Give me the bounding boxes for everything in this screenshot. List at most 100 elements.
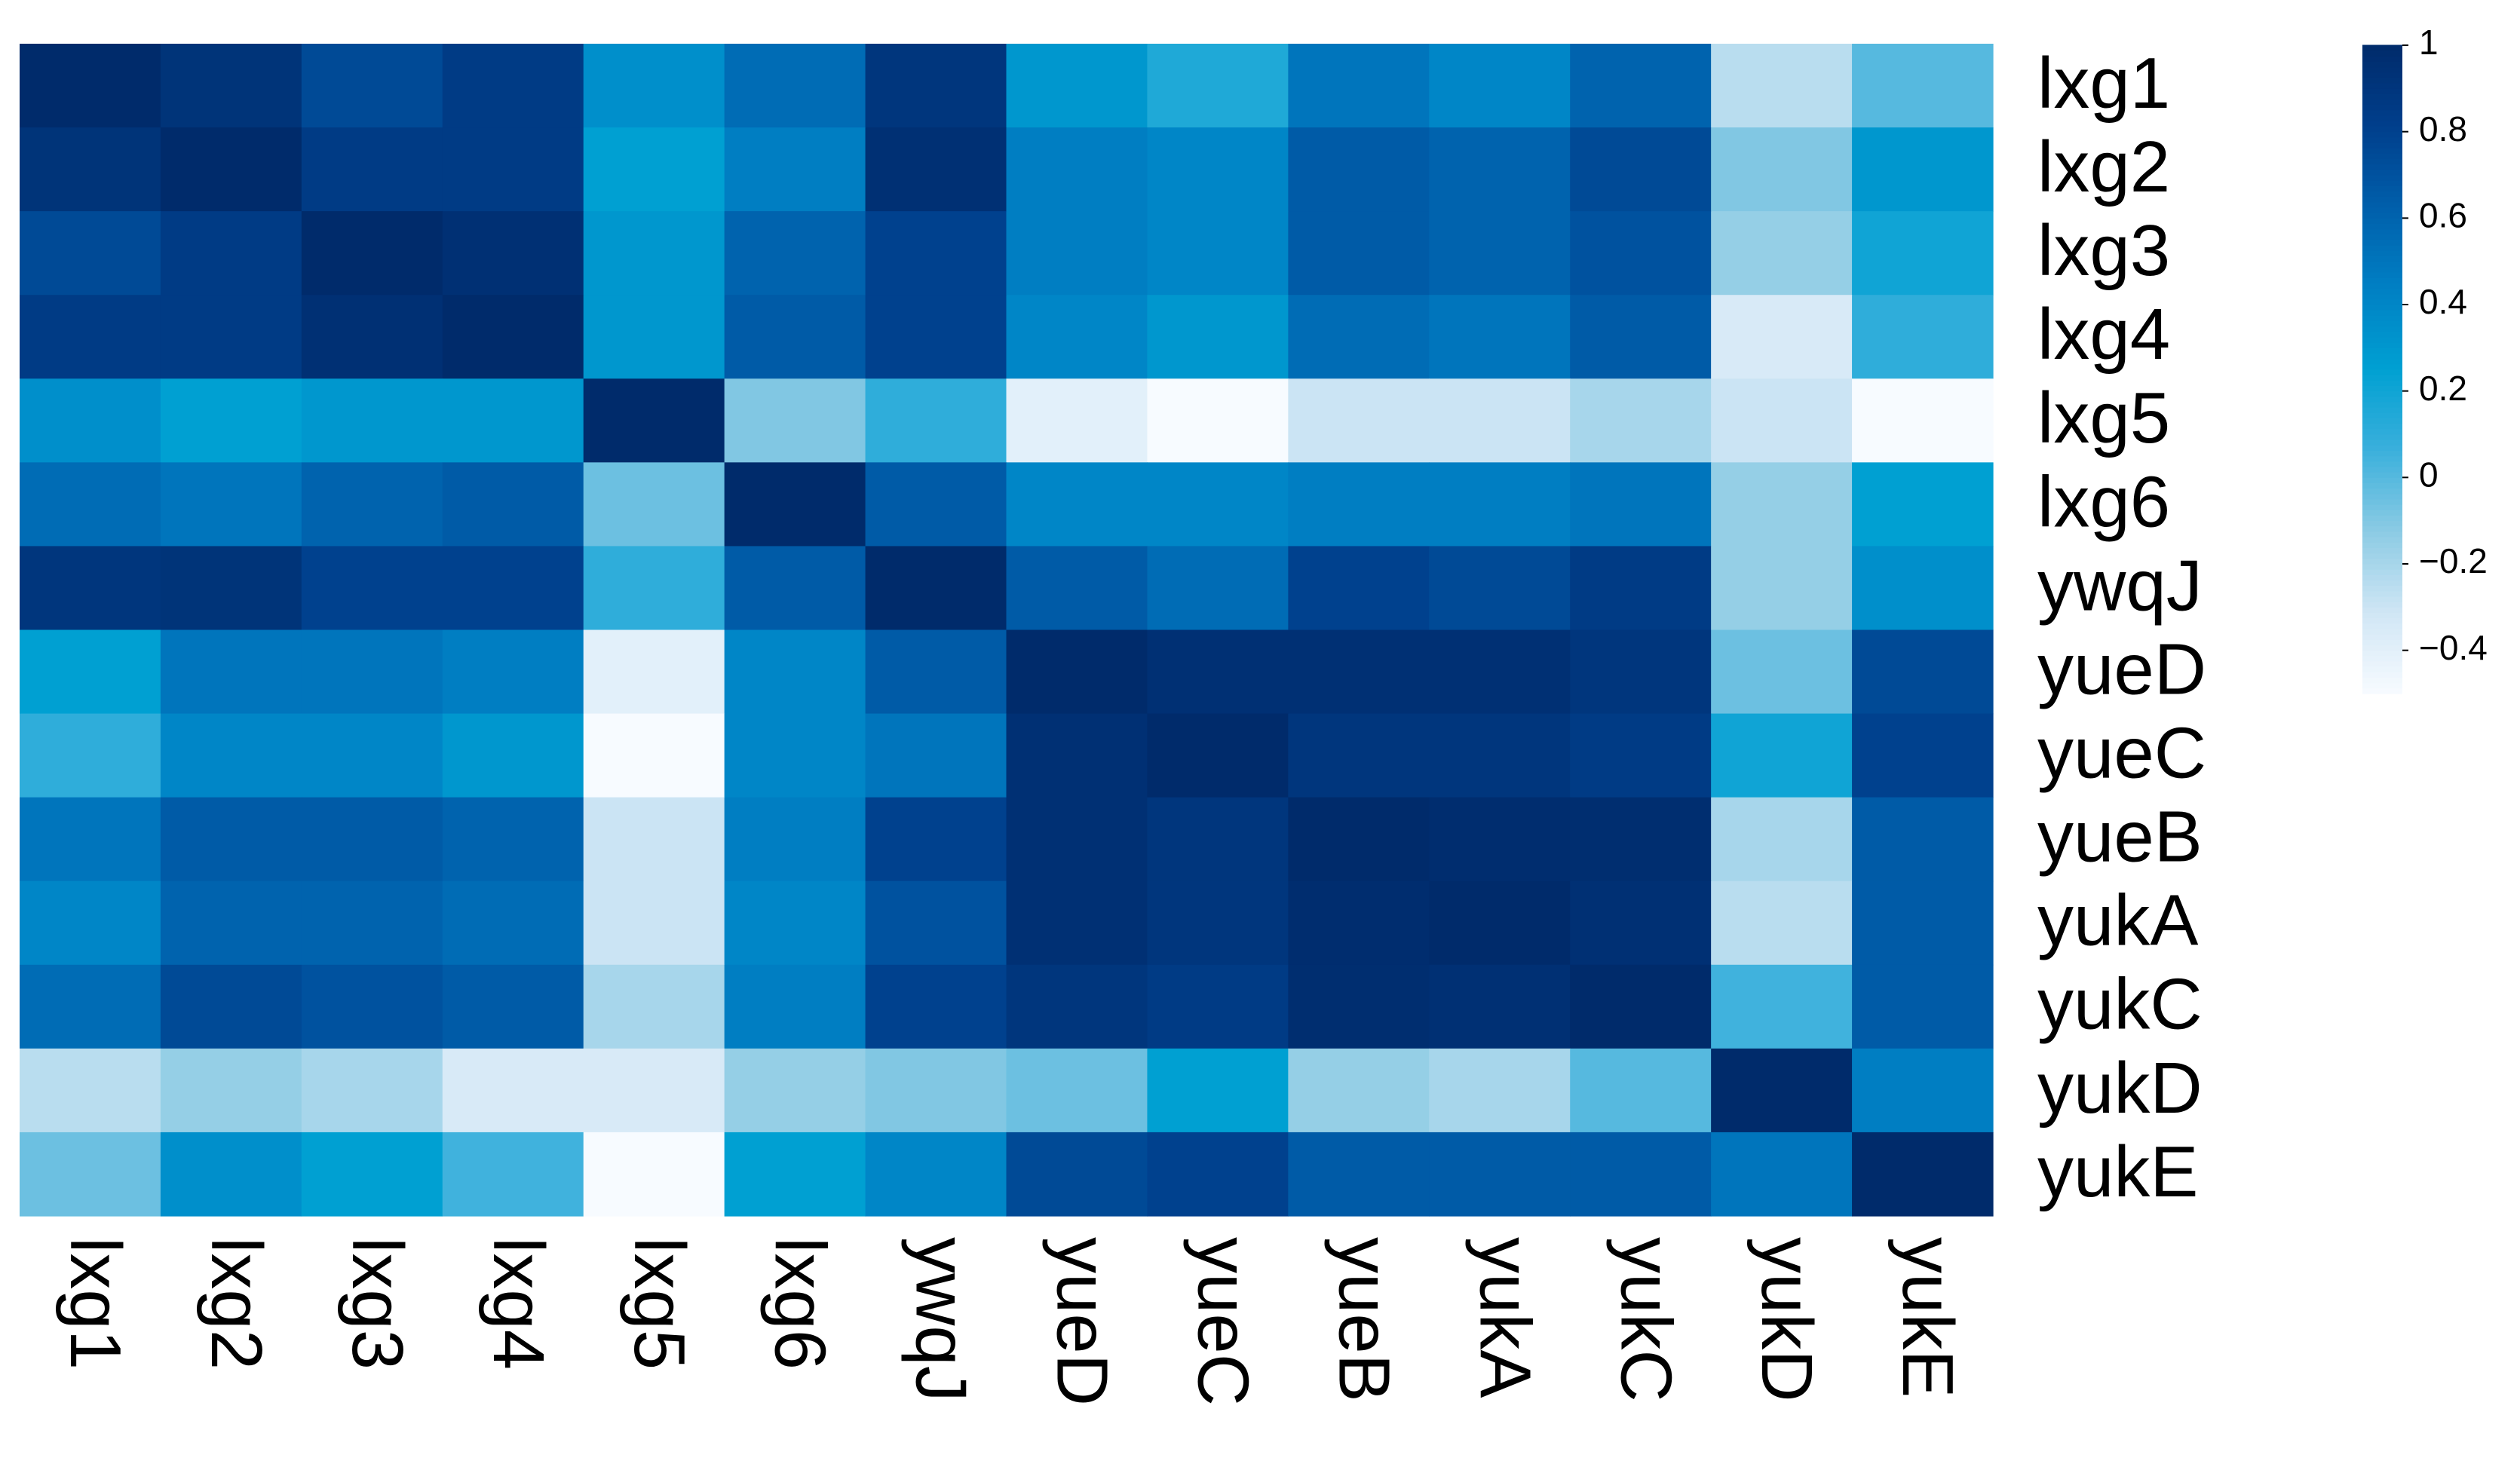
heatmap-cell [1147,713,1289,798]
colorbar-tick-label: 0.2 [2419,369,2467,408]
colorbar-segment [2362,525,2402,532]
colorbar-segment [2362,61,2402,68]
heatmap-cell [1147,964,1289,1049]
colorbar-segment [2362,50,2402,57]
heatmap-cell [1570,127,1712,212]
colorbar-segment [2362,250,2402,256]
heatmap-cell [865,546,1007,631]
heatmap-cell [1288,211,1430,296]
colorbar-segment [2362,504,2402,510]
colorbar-segment [2362,476,2402,483]
heatmap-cell [160,797,302,882]
x-tick-label: ywqJ [901,1237,982,1402]
colorbar-segment [2362,547,2402,554]
colorbar-segment [2362,320,2402,327]
colorbar-segment [2362,99,2402,106]
heatmap-cell [1852,629,1994,715]
colorbar-segment [2362,660,2402,667]
heatmap-cell [160,127,302,212]
heatmap-cell [160,1048,302,1133]
heatmap-cell [1852,546,1994,631]
colorbar-segment [2362,433,2402,440]
colorbar-segment [2362,406,2402,413]
heatmap-cell [1288,1132,1430,1217]
heatmap-cell [865,881,1007,966]
colorbar-segment [2362,152,2402,159]
colorbar-segment [2362,461,2402,467]
heatmap-cell [442,1048,584,1133]
heatmap-cell [1711,1132,1853,1217]
heatmap-cell [1711,211,1853,296]
heatmap-cell [1006,127,1148,212]
heatmap-cell [1429,211,1571,296]
x-tick-label: yukE [1887,1237,1968,1398]
heatmap-cell [1711,378,1853,463]
heatmap-cell [1147,797,1289,882]
heatmap-cell [301,1132,443,1217]
x-tick-label: lxg1 [55,1237,136,1370]
heatmap-cell [1147,127,1289,212]
heatmap-cell [865,295,1007,379]
heatmap-cell [1006,881,1148,966]
heatmap-cell [724,1132,866,1217]
colorbar-segment [2362,185,2402,191]
heatmap-cell [160,211,302,296]
x-tick-label: lxg6 [760,1237,841,1370]
colorbar-tick-label: 1 [2419,23,2439,62]
colorbar-segment [2362,623,2402,629]
heatmap-cell [1852,211,1994,296]
heatmap-cell [1147,881,1289,966]
heatmap-cell [865,629,1007,715]
colorbar-segment [2362,585,2402,592]
colorbar-segment [2362,158,2402,165]
colorbar-segment [2362,239,2402,246]
colorbar-segment [2362,104,2402,111]
colorbar-segment [2362,169,2402,176]
heatmap-cell [583,295,725,379]
heatmap-cell [1711,1048,1853,1133]
heatmap-cell [442,462,584,547]
heatmap-cell [442,797,584,882]
heatmap-cell [724,295,866,379]
heatmap-cell [1147,1048,1289,1133]
heatmap-cell [20,211,161,296]
heatmap-cell [1288,378,1430,463]
colorbar-segment [2362,207,2402,213]
colorbar-segment [2362,309,2402,316]
heatmap-cell [160,964,302,1049]
heatmap-cell [20,964,161,1049]
colorbar-segment [2362,536,2402,543]
colorbar-segment [2362,331,2402,338]
x-tick-label: yueC [1183,1237,1264,1406]
colorbar-segment [2362,228,2402,235]
colorbar-segment [2362,164,2402,170]
y-tick-label: yukE [2037,1132,2198,1212]
colorbar-segment [2362,493,2402,500]
colorbar-segment [2362,650,2402,657]
heatmap-cell [583,44,725,128]
heatmap-cell [865,797,1007,882]
colorbar-segment [2362,390,2402,397]
heatmap-cell [1570,295,1712,379]
heatmap-cell [442,546,584,631]
heatmap-cell [1429,1048,1571,1133]
heatmap-cell [1288,1048,1430,1133]
heatmap-cell [1147,629,1289,715]
colorbar-segment [2362,645,2402,651]
heatmap-cell [1006,964,1148,1049]
heatmap-cell [1429,378,1571,463]
x-tick-label: yukD [1746,1237,1827,1402]
heatmap-cell [1288,797,1430,882]
heatmap-cell [301,629,443,715]
x-tick-label: yukC [1605,1237,1686,1402]
heatmap-cell [442,629,584,715]
colorbar-segment [2362,590,2402,597]
colorbar-segment [2362,336,2402,343]
heatmap-cell [1006,1048,1148,1133]
colorbar-segment [2362,580,2402,586]
y-tick-label: lxg5 [2037,378,2170,458]
colorbar-segment [2362,439,2402,446]
heatmap-cell [1429,629,1571,715]
heatmap-cell [583,1048,725,1133]
heatmap-cell [724,127,866,212]
